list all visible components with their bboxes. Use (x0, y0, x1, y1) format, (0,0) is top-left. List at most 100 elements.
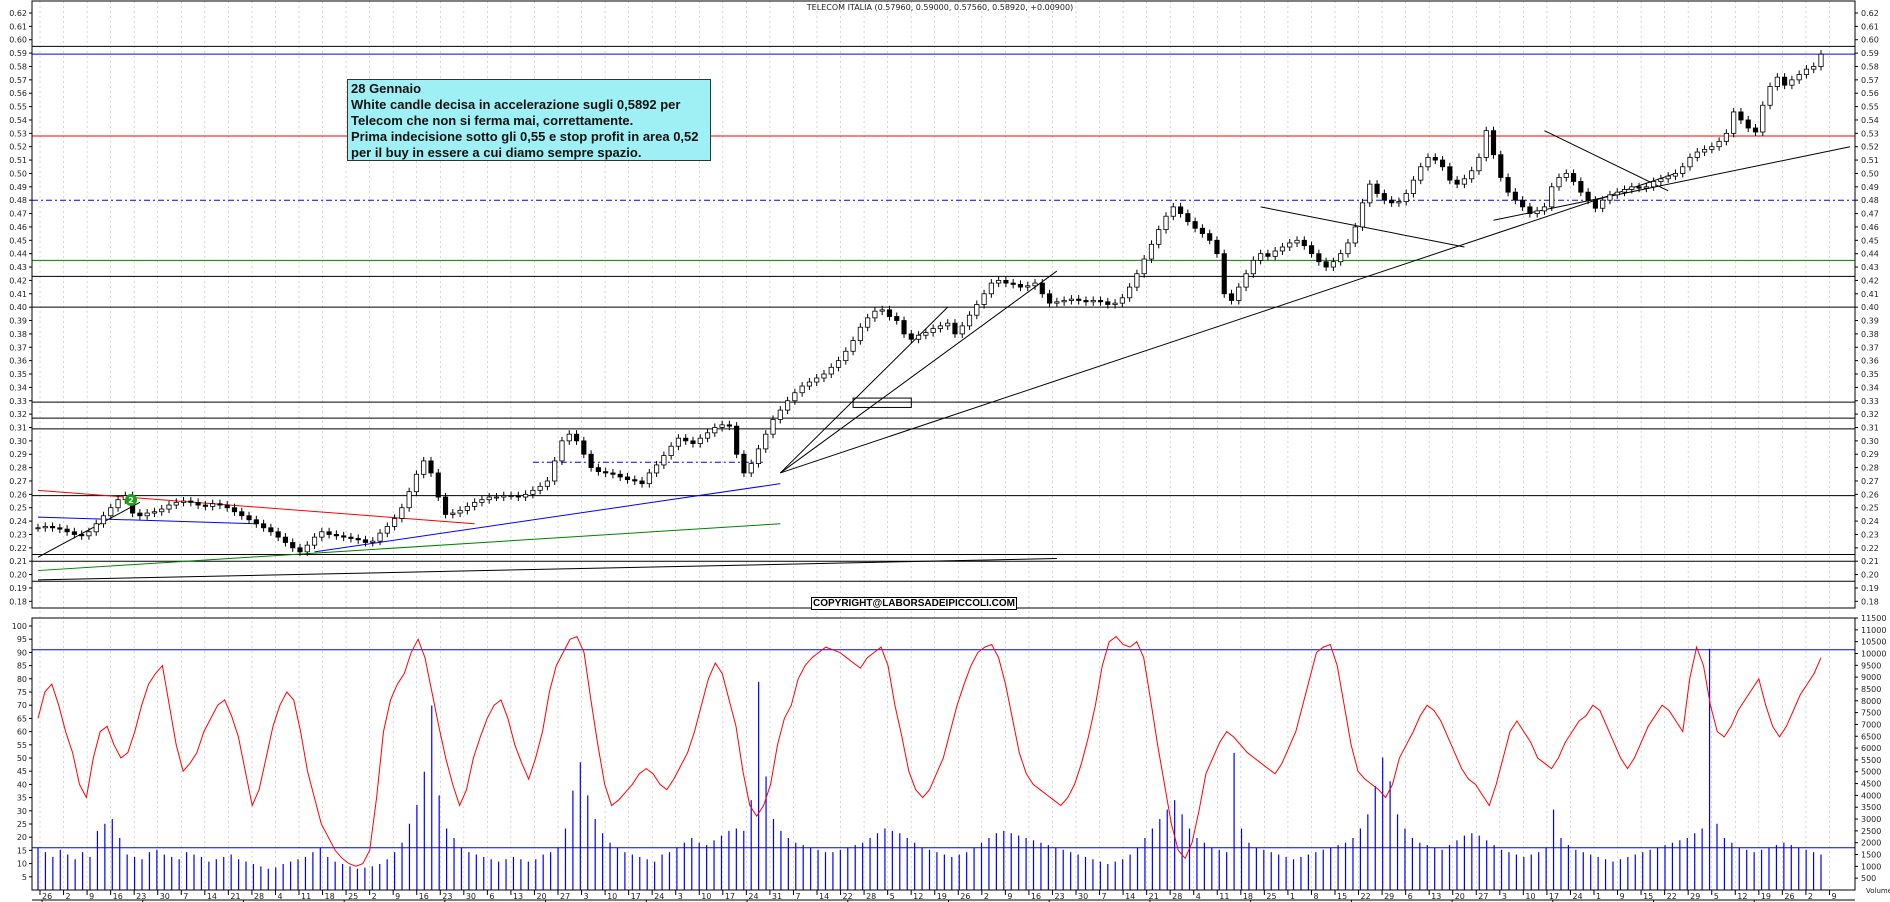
candle-body (1185, 213, 1191, 222)
volume-tick-label: 500 (1861, 874, 1876, 883)
day-tick-label: 12 (1737, 892, 1747, 901)
annotation-line: White candle decisa in accelerazione sug… (351, 97, 681, 112)
osc-tick-label: 20 (17, 833, 27, 842)
day-tick-label: 26 (1784, 892, 1794, 901)
candle-body (435, 472, 441, 498)
candle-body (1308, 245, 1315, 255)
signal-badge-label: 2 (128, 496, 134, 505)
day-tick-label: 24 (654, 892, 664, 901)
candle-body (1665, 175, 1671, 180)
price-tick-label-left: 0.22 (9, 544, 27, 553)
candle-body (1498, 154, 1504, 178)
candle-body (712, 427, 718, 434)
day-tick-label: 17 (725, 892, 735, 901)
candle-body (595, 467, 601, 473)
day-tick-label: 13 (513, 892, 523, 901)
day-tick-label: 24 (748, 892, 758, 901)
candle-body (1796, 74, 1802, 81)
osc-tick-label: 60 (17, 728, 27, 737)
price-panel-frame (31, 0, 1856, 609)
price-tick-label-right: 0.48 (1861, 196, 1879, 205)
candle-body (1549, 186, 1555, 208)
candle-body (683, 437, 689, 442)
candle-body (1520, 199, 1526, 208)
day-tick-label: 7 (795, 892, 800, 901)
volume-bars (37, 648, 1822, 890)
candle-body (1607, 194, 1613, 201)
candle-body (64, 528, 70, 533)
candle-body (1265, 253, 1271, 257)
candle-body (719, 424, 725, 428)
candle-body (493, 496, 500, 499)
candle-body (1083, 300, 1089, 303)
candle-body (828, 366, 834, 375)
candle-body (894, 316, 900, 321)
candle-body (1694, 151, 1700, 158)
candle-body (188, 500, 194, 503)
day-tick-label: 18 (325, 892, 335, 901)
candle-body (544, 480, 551, 487)
candles (35, 50, 1824, 556)
candle-body (945, 322, 951, 327)
candle-body (1680, 166, 1686, 174)
price-tick-label-left: 0.62 (9, 9, 27, 18)
candle-body (1105, 301, 1111, 305)
candle-body (195, 501, 201, 506)
candle-body (697, 437, 703, 444)
annotation-line: 28 Gennaio (351, 81, 422, 96)
candle-body (1432, 157, 1438, 161)
day-tick-label: 21 (1149, 892, 1159, 901)
price-tick-label-right: 0.26 (1861, 490, 1879, 499)
price-tick-label-left: 0.55 (9, 103, 27, 112)
candle-body (1629, 186, 1635, 190)
day-tick-label: 9 (1620, 892, 1625, 901)
candle-body (588, 453, 594, 469)
candle-body (1651, 181, 1657, 188)
signal-badge (125, 494, 137, 506)
price-tick-label-left: 0.43 (9, 263, 27, 272)
day-tick-label: 8 (1313, 892, 1318, 901)
candle-body (35, 527, 41, 530)
osc-tick-label: 55 (17, 741, 27, 750)
price-tick-label-left: 0.46 (9, 223, 27, 232)
candle-body (901, 320, 907, 335)
candle-body (231, 507, 238, 513)
candle-body (1600, 199, 1606, 209)
price-tick-label-right: 0.54 (1861, 116, 1879, 125)
candle-body (377, 532, 383, 542)
candle-body (326, 531, 332, 535)
day-tick-label: 15 (1337, 892, 1347, 901)
candle-body (1279, 246, 1286, 252)
candle-body (93, 523, 99, 533)
candle-body (1156, 229, 1162, 245)
candle-body (392, 518, 398, 527)
candle-body (355, 538, 361, 541)
candle-body (1141, 258, 1147, 275)
candle-body (792, 392, 798, 402)
price-tick-label-left: 0.53 (9, 129, 27, 138)
candle-body (1403, 193, 1409, 202)
candle-body (1127, 286, 1133, 299)
day-tick-label: 6 (1408, 892, 1413, 901)
candle-body (1418, 166, 1424, 181)
candle-body (1563, 173, 1569, 178)
candle-body (1723, 132, 1729, 142)
day-tick-label: 11 (1219, 892, 1229, 901)
candle-body (108, 507, 114, 517)
candle-body (821, 373, 827, 379)
osc-tick-label: 85 (17, 662, 27, 671)
day-tick-label: 1 (1290, 892, 1295, 901)
price-tick-label-right: 0.47 (1861, 210, 1879, 219)
price-tick-label-right: 0.30 (1861, 437, 1879, 446)
price-tick-label-right: 0.46 (1861, 223, 1879, 232)
day-tick-label: 30 (466, 892, 476, 901)
price-tick-label-left: 0.52 (9, 143, 27, 152)
volume-tick-label: 7000 (1861, 720, 1881, 729)
day-tick-label: 24 (1572, 892, 1582, 901)
price-tick-label-right: 0.18 (1861, 597, 1879, 606)
osc-tick-label: 25 (17, 820, 27, 829)
day-tick-label: 10 (701, 892, 711, 901)
osc-tick-label: 5 (22, 873, 27, 882)
candle-body (304, 544, 310, 553)
day-tick-label: 5 (1714, 892, 1719, 901)
